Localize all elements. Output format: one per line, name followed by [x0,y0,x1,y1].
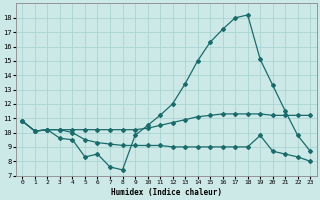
X-axis label: Humidex (Indice chaleur): Humidex (Indice chaleur) [111,188,222,197]
